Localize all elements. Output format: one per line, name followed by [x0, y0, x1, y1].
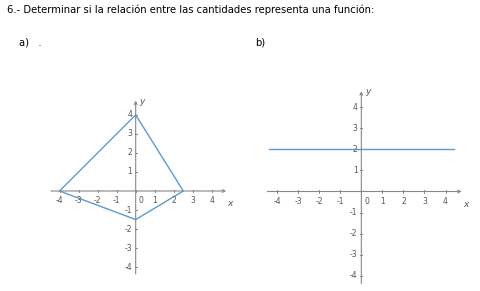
Text: 6.- Determinar si la relación entre las cantidades representa una función:: 6.- Determinar si la relación entre las … — [7, 4, 374, 15]
Text: -4: -4 — [273, 197, 280, 206]
Text: -3: -3 — [124, 244, 132, 253]
Text: 1: 1 — [152, 196, 157, 205]
Text: 4: 4 — [442, 197, 447, 206]
Text: -4: -4 — [124, 263, 132, 272]
Text: a)   .: a) . — [19, 38, 42, 48]
Text: x: x — [227, 199, 232, 207]
Text: b): b) — [254, 38, 264, 48]
Text: -2: -2 — [94, 196, 101, 205]
Text: -2: -2 — [315, 197, 323, 206]
Text: -1: -1 — [124, 205, 132, 214]
Text: -2: -2 — [349, 229, 357, 238]
Text: y: y — [365, 87, 370, 96]
Text: 4: 4 — [127, 110, 132, 119]
Text: y: y — [139, 97, 144, 106]
Text: 3: 3 — [190, 196, 195, 205]
Text: -1: -1 — [349, 208, 357, 217]
Text: 3: 3 — [352, 124, 357, 133]
Text: 0: 0 — [364, 197, 369, 206]
Text: -4: -4 — [56, 196, 63, 205]
Text: 1: 1 — [379, 197, 384, 206]
Text: -3: -3 — [74, 196, 82, 205]
Text: 3: 3 — [127, 129, 132, 139]
Text: 4: 4 — [209, 196, 214, 205]
Text: 0: 0 — [138, 196, 143, 205]
Text: 2: 2 — [171, 196, 176, 205]
Text: -4: -4 — [349, 271, 357, 280]
Text: 3: 3 — [421, 197, 426, 206]
Text: 1: 1 — [127, 167, 132, 176]
Text: -3: -3 — [349, 250, 357, 259]
Text: -1: -1 — [336, 197, 343, 206]
Text: -3: -3 — [294, 197, 301, 206]
Text: 2: 2 — [400, 197, 405, 206]
Text: 4: 4 — [352, 103, 357, 112]
Text: 2: 2 — [127, 148, 132, 157]
Text: x: x — [462, 200, 467, 209]
Text: -2: -2 — [124, 225, 132, 234]
Text: -1: -1 — [113, 196, 120, 205]
Text: 1: 1 — [352, 166, 357, 175]
Text: 2: 2 — [352, 145, 357, 154]
